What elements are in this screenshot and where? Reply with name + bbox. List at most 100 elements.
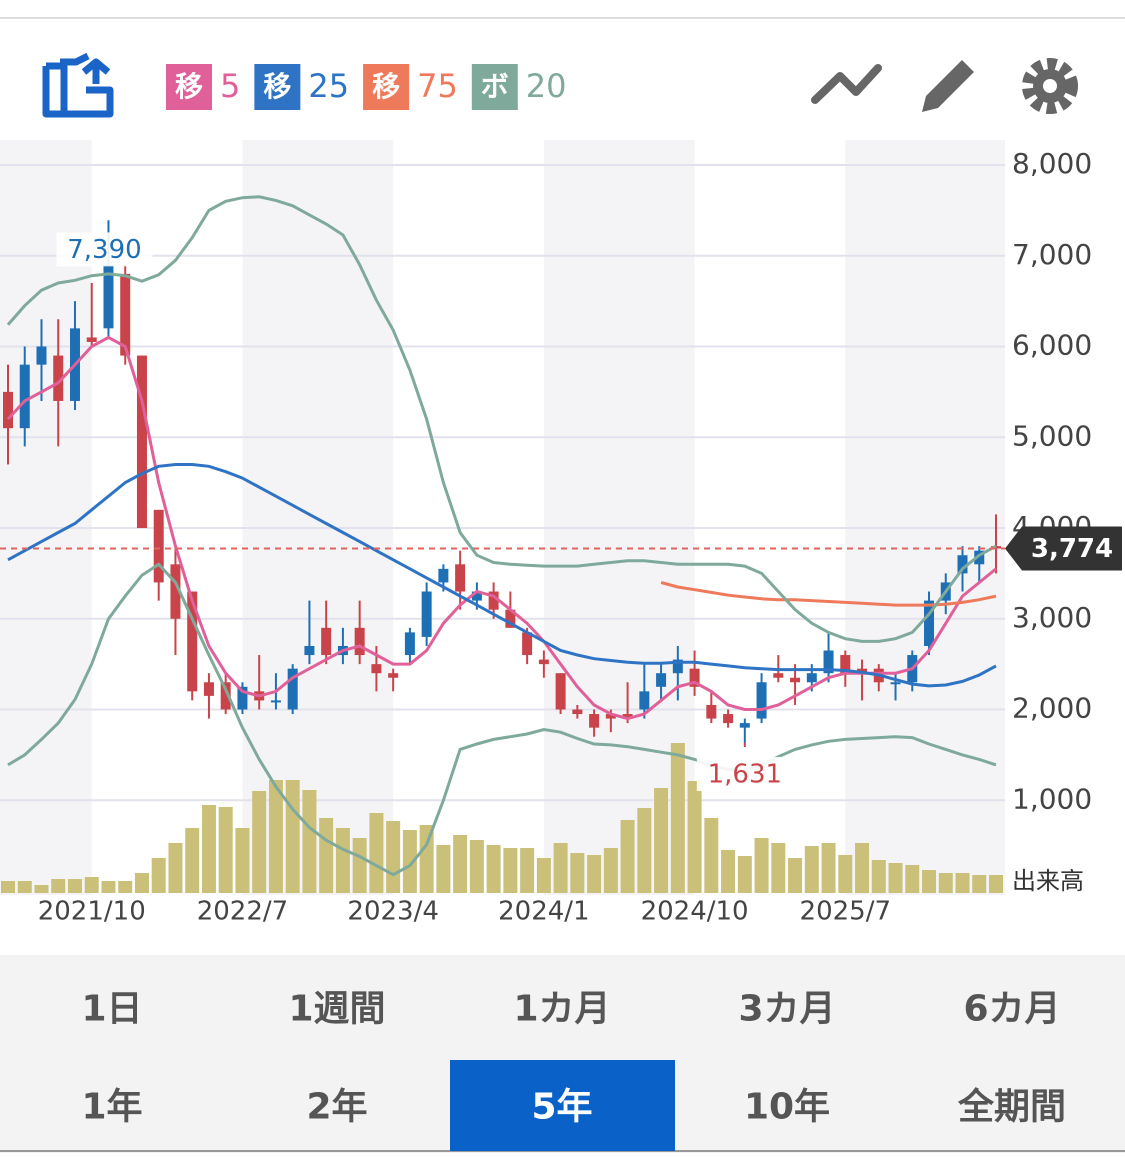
candle-body (86, 337, 97, 342)
legend-badge: ボ (481, 70, 509, 103)
volume-bar (1, 881, 15, 893)
candle-body (404, 632, 415, 656)
volume-bar (905, 865, 920, 893)
settings-button[interactable] (1022, 58, 1078, 114)
toggle-icon[interactable] (42, 52, 114, 118)
legend-period: 25 (308, 67, 349, 105)
period-tab[interactable]: 1日 (81, 989, 142, 1030)
volume-bar (587, 855, 602, 893)
volume-bar (17, 881, 32, 893)
legend-period: 75 (417, 67, 458, 105)
gear-hole (1043, 79, 1057, 93)
volume-bar (553, 843, 568, 893)
period-tab[interactable]: 10年 (744, 1087, 830, 1128)
period-tabs: 1日 1週間 1カ月 3カ月 6カ月 1年 2年 5年 10年 全期間 (0, 955, 1125, 1153)
volume-bar (352, 838, 367, 893)
period-tab[interactable]: 全期間 (957, 1086, 1066, 1128)
draw-button[interactable] (922, 60, 974, 112)
candle-body (471, 591, 482, 601)
volume-bar (955, 873, 970, 893)
volume-bar (754, 838, 769, 893)
period-tab[interactable]: 1カ月 (513, 989, 610, 1030)
legend-badge: 移 (372, 70, 400, 103)
candle-body (270, 700, 281, 703)
candle-body (773, 673, 784, 678)
candle-body (287, 668, 298, 710)
candle-body (421, 591, 432, 637)
candle-body (555, 673, 566, 710)
candle-body (136, 355, 147, 528)
candle-body (53, 355, 64, 401)
volume-label: 出来高 (1012, 867, 1084, 895)
candle-body (806, 673, 817, 683)
candle-body (488, 591, 499, 610)
candle-body (957, 555, 968, 574)
candle-body (639, 691, 650, 710)
candle-body (823, 650, 834, 674)
candle-body (19, 364, 30, 429)
volume-bar (838, 855, 853, 893)
candle-body (589, 714, 600, 728)
x-tick-label: 2024/10 (641, 897, 749, 927)
x-tick-label: 2024/1 (498, 897, 589, 927)
volume-bar (34, 885, 49, 893)
volume-bar (687, 781, 702, 893)
volume-bar (436, 845, 451, 893)
candle-body (36, 346, 47, 365)
pencil-icon (922, 60, 974, 112)
candle-body (622, 714, 633, 719)
legend-badge-bg (166, 64, 212, 110)
volume-bar (737, 856, 752, 893)
candle-body (739, 723, 750, 728)
candle-body (304, 645, 315, 656)
icon-shape (42, 62, 114, 118)
y-tick-label: 7,000 (1012, 238, 1092, 271)
volume-bar (285, 780, 300, 893)
volume-bar (302, 790, 317, 893)
candle-body (706, 704, 717, 719)
y-tick-label: 1,000 (1012, 782, 1092, 815)
y-tick-label: 8,000 (1012, 147, 1092, 180)
volume-bar (369, 813, 384, 893)
candle-body (672, 659, 683, 674)
period-tab[interactable]: 1年 (81, 1087, 142, 1128)
volume-bar (855, 843, 870, 893)
period-tab[interactable]: 3カ月 (738, 989, 835, 1030)
candle-body (572, 709, 583, 715)
last-price-tag (1005, 526, 1122, 571)
volume-bar (704, 818, 719, 893)
period-tab[interactable]: 6カ月 (963, 989, 1060, 1030)
period-tab[interactable]: 5年 (531, 1087, 592, 1128)
candle-body (723, 714, 734, 724)
legend-badge: 移 (175, 70, 203, 103)
period-tab[interactable]: 1週間 (288, 989, 385, 1030)
volume-bar (84, 877, 99, 893)
candle-body (237, 686, 248, 710)
period-tab[interactable]: 2年 (306, 1087, 367, 1128)
volume-bar (804, 846, 819, 893)
line-type-button[interactable] (811, 64, 882, 104)
volume-bar (151, 858, 166, 893)
volume-bar (419, 825, 434, 893)
candle-body (455, 564, 466, 592)
low-label-bg (696, 756, 793, 791)
volume-bar (520, 848, 535, 893)
candle-body (371, 664, 382, 674)
volume-bar (788, 858, 803, 893)
candle-body (605, 714, 616, 719)
volume-bar (101, 881, 116, 893)
candle-body (924, 600, 935, 646)
candle-body (388, 673, 399, 678)
high-label-bg (56, 232, 153, 267)
volume-bar (453, 835, 468, 893)
volume-bar (922, 870, 937, 893)
gear-teeth (1022, 58, 1078, 114)
volume-bar (168, 843, 183, 893)
volume-bar (989, 875, 1003, 893)
candle-body (170, 564, 181, 619)
volume-bar (536, 858, 551, 893)
candle-body (689, 668, 700, 687)
volume-bar (386, 821, 401, 893)
candle-body (438, 568, 449, 583)
